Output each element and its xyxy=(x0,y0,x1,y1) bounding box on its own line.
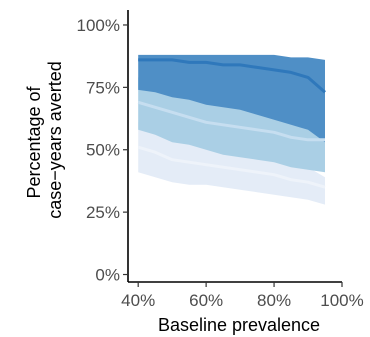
y-tick-label: 100% xyxy=(77,16,120,35)
y-axis-title-line-2: case−years averted xyxy=(45,61,65,219)
y-axis-ticks: 0% 25% 50% 75% 100% xyxy=(77,16,128,285)
axes xyxy=(127,10,342,283)
x-axis-title: Baseline prevalence xyxy=(158,315,320,335)
x-tick-label: 80% xyxy=(257,291,291,310)
y-tick-label: 75% xyxy=(86,78,120,97)
y-tick-label: 25% xyxy=(86,203,120,222)
x-tick-label: 60% xyxy=(189,291,223,310)
y-axis-title-line-1: Percentage of xyxy=(24,85,44,198)
series-lines xyxy=(137,58,326,189)
confidence-bands xyxy=(138,54,325,205)
x-tick-label: 100% xyxy=(320,291,363,310)
series-line-2 xyxy=(137,100,325,142)
series-line-1 xyxy=(137,145,326,189)
band-3 xyxy=(138,54,325,143)
y-tick-label: 50% xyxy=(86,141,120,160)
x-axis-ticks: 40% 60% 80% 100% xyxy=(121,282,364,310)
series-line-3 xyxy=(138,58,326,94)
x-tick-label: 40% xyxy=(121,291,155,310)
y-tick-label: 0% xyxy=(95,266,120,285)
y-axis-title: Percentage of case−years averted xyxy=(24,61,65,219)
